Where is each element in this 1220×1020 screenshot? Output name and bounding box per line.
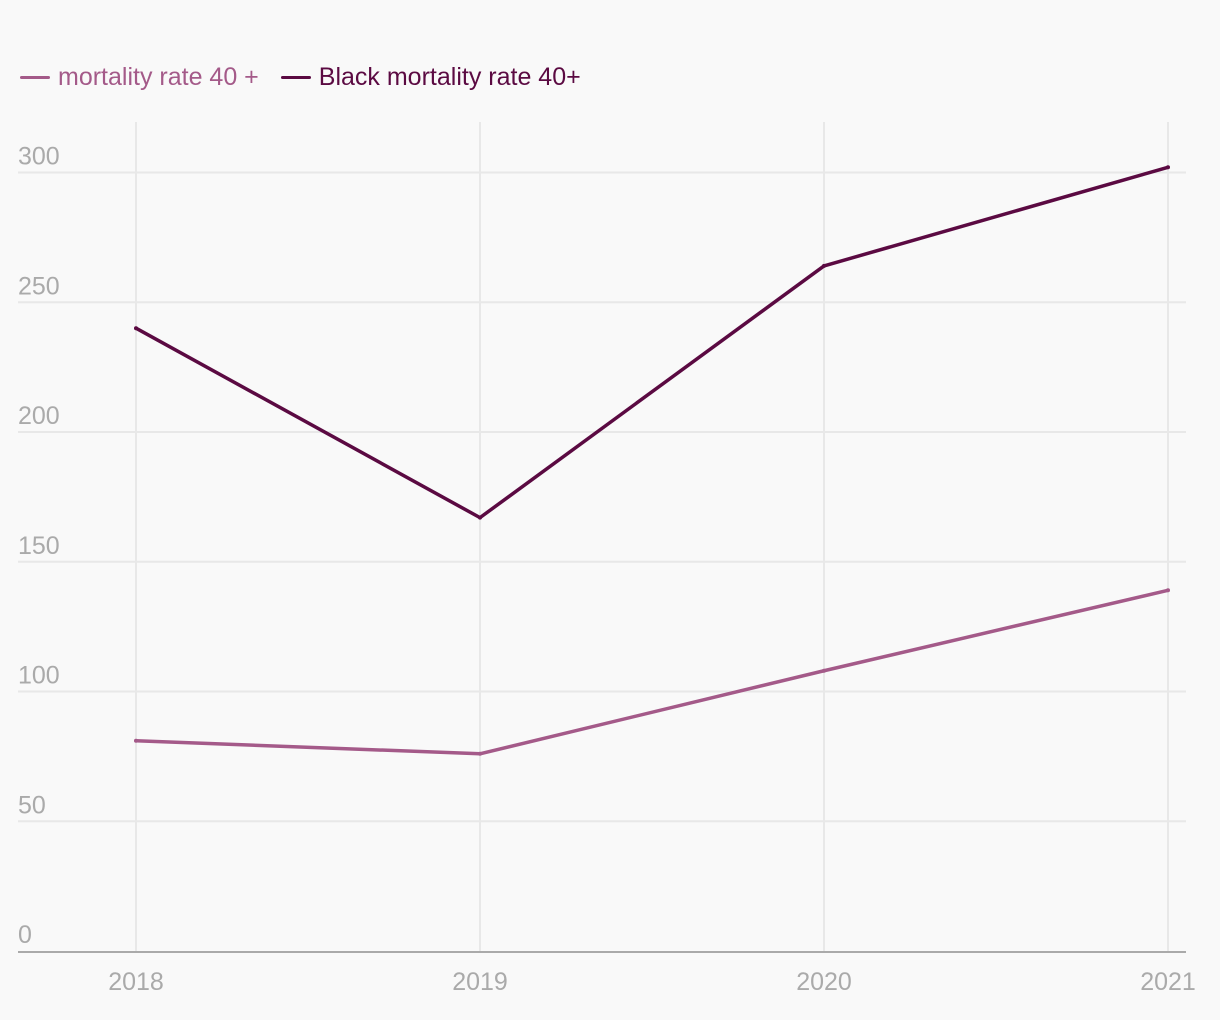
y-tick-label-250: 250 (18, 272, 60, 300)
x-axis-ticks: 2018 2019 2020 2021 (108, 968, 1196, 996)
y-tick-label-300: 300 (18, 143, 60, 171)
legend-item-black-mortality-rate[interactable]: Black mortality rate 40+ (280, 62, 581, 92)
data-point-s1-2020[interactable] (822, 263, 826, 268)
legend: mortality rate 40 + Black mortality rate… (20, 60, 581, 94)
legend-swatch-black-mortality-rate (280, 75, 311, 79)
x-tick-label-2019: 2019 (452, 968, 508, 996)
series-lines (134, 165, 1170, 756)
horizontal-gridlines (18, 171, 1186, 823)
legend-label-mortality-rate: mortality rate 40 + (58, 62, 259, 91)
y-tick-label-100: 100 (18, 662, 60, 690)
x-tick-label-2020: 2020 (796, 968, 852, 996)
data-point-s1-2021[interactable] (1166, 165, 1170, 170)
data-point-s0-2020[interactable] (822, 668, 826, 673)
x-tick-label-2018: 2018 (108, 968, 164, 996)
y-tick-label-200: 200 (18, 402, 60, 430)
legend-item-mortality-rate[interactable]: mortality rate 40 + (20, 63, 259, 92)
data-point-s0-2021[interactable] (1166, 588, 1170, 593)
legend-label-black-mortality-rate: Black mortality rate 40+ (318, 62, 581, 91)
y-tick-label-0: 0 (18, 921, 32, 949)
data-point-s1-2018[interactable] (134, 326, 138, 331)
data-point-s0-2018[interactable] (134, 738, 138, 743)
y-tick-label-50: 50 (18, 791, 46, 819)
data-point-s0-2019[interactable] (478, 751, 482, 756)
y-axis-ticks: 0 50 100 150 200 250 300 (18, 143, 60, 950)
legend-swatch-mortality-rate (20, 75, 50, 79)
data-point-s1-2019[interactable] (478, 515, 482, 520)
x-tick-label-2021: 2021 (1140, 968, 1196, 996)
y-tick-label-150: 150 (18, 532, 60, 560)
vertical-gridlines (135, 122, 1169, 951)
series-line-0[interactable] (134, 588, 1170, 756)
series-line-1[interactable] (134, 165, 1170, 520)
